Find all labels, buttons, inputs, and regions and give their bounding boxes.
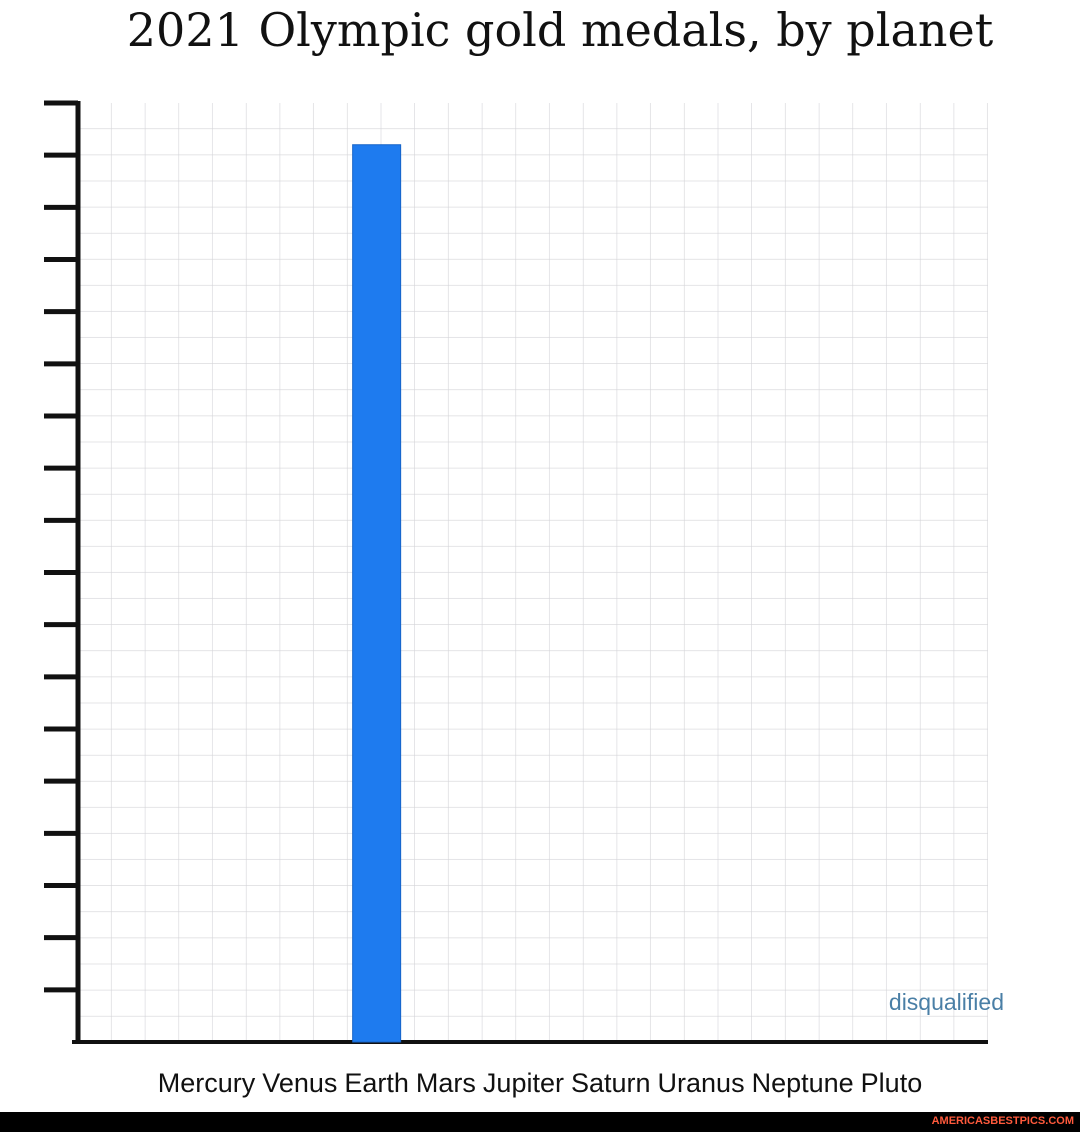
- x-tick-label: Uranus: [657, 1068, 745, 1098]
- x-tick-label: Neptune: [751, 1068, 854, 1098]
- watermark: AMERICASBESTPICS.COM: [931, 1115, 1074, 1127]
- x-tick-label: Saturn: [570, 1068, 651, 1098]
- x-tick-label: Mars: [415, 1068, 476, 1098]
- x-tick-label: Jupiter: [482, 1068, 564, 1098]
- watermark-bar: AMERICASBESTPICS.COM: [0, 1112, 1080, 1132]
- annotation: disqualified: [889, 989, 1004, 1015]
- x-labels: Mercury Venus Earth Mars Jupiter Saturn Uranus…: [0, 1068, 1080, 1099]
- chart-title: 2021 Olympic gold medals, by planet: [127, 3, 994, 57]
- grid-paper: [78, 103, 988, 1042]
- x-tick-label: Pluto: [860, 1068, 923, 1098]
- x-tick-label: Venus: [262, 1068, 338, 1098]
- x-tick-label: Mercury: [157, 1068, 256, 1098]
- x-tick-label: Earth: [344, 1068, 409, 1098]
- bar: [352, 144, 402, 1043]
